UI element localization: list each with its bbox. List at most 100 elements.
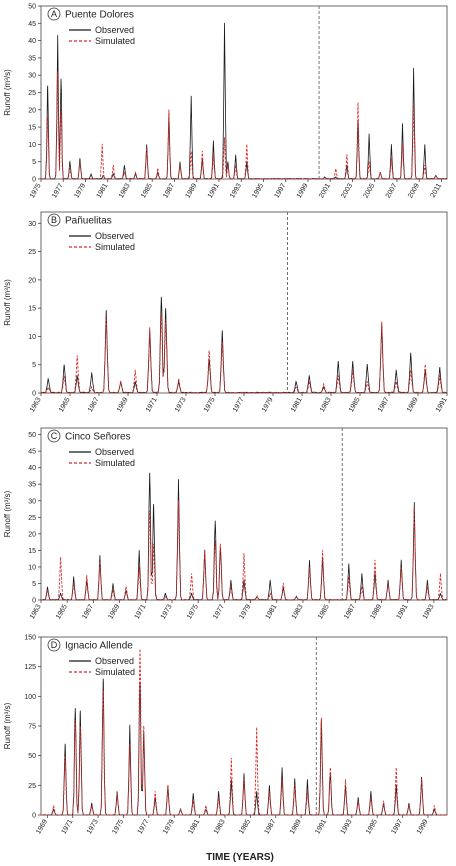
x-tick-label: 2005 — [363, 182, 377, 199]
x-tick-label: 1969 — [107, 603, 121, 620]
y-tick-label: 30 — [28, 498, 36, 505]
y-tick-label: 15 — [28, 125, 36, 132]
x-tick-label: 1983 — [213, 818, 227, 835]
x-tick-label: 1983 — [291, 603, 305, 620]
x-tick-label: 1993 — [422, 603, 436, 620]
x-tick-label: 1965 — [55, 603, 69, 620]
x-tick-label: 1989 — [289, 818, 303, 835]
x-tick-label: 1979 — [73, 182, 87, 199]
legend-observed-label: Observed — [95, 447, 134, 457]
simulated-series-line — [40, 500, 448, 601]
x-tick-label: 1971 — [61, 818, 75, 835]
x-tick-label: 1995 — [251, 182, 265, 199]
figure-xlabel: TIME (YEARS) — [206, 852, 274, 863]
x-tick-label: 1971 — [134, 603, 148, 620]
x-tick-label: 1985 — [317, 603, 331, 620]
panel-letter: A — [51, 9, 57, 19]
y-tick-label: 15 — [28, 548, 36, 555]
y-tick-label: 0 — [32, 391, 36, 398]
y-tick-label: 50 — [28, 432, 36, 439]
x-tick-label: 1977 — [232, 396, 246, 413]
y-axis-label: Runoff (m³/s) — [3, 702, 12, 749]
legend-observed-label: Observed — [95, 25, 134, 35]
panel-letter: C — [51, 431, 58, 441]
x-tick-label: 2003 — [340, 182, 354, 199]
x-tick-label: 1973 — [174, 396, 188, 413]
y-tick-label: 150 — [24, 635, 36, 642]
x-tick-label: 1969 — [35, 818, 49, 835]
x-tick-label: 1975 — [203, 396, 217, 413]
x-tick-label: 1985 — [348, 396, 362, 413]
x-tick-label: 1979 — [162, 818, 176, 835]
y-tick-label: 5 — [32, 581, 36, 588]
observed-series-line — [40, 472, 447, 601]
x-tick-label: 1965 — [58, 396, 72, 413]
x-tick-label: 1997 — [274, 182, 288, 199]
x-tick-label: 1973 — [86, 818, 100, 835]
y-tick-label: 45 — [28, 21, 36, 28]
x-tick-label: 1977 — [212, 603, 226, 620]
x-tick-label: 1995 — [365, 818, 379, 835]
y-tick-label: 30 — [28, 73, 36, 80]
panel-letter-circle — [47, 429, 61, 443]
x-tick-label: 1993 — [340, 818, 354, 835]
panel-letter: B — [51, 215, 57, 225]
y-tick-label: 20 — [28, 531, 36, 538]
simulated-series-line — [40, 71, 448, 180]
x-tick-label: 1991 — [314, 818, 328, 835]
y-axis-label: Runoff (m³/s) — [3, 490, 12, 537]
x-tick-label: 1975 — [29, 182, 43, 199]
panel-title: Pañuelitas — [65, 216, 112, 227]
y-tick-label: 125 — [24, 664, 36, 671]
x-tick-label: 1979 — [238, 603, 252, 620]
x-tick-label: 1977 — [137, 818, 151, 835]
x-tick-label: 1969 — [116, 396, 130, 413]
x-tick-label: 1981 — [187, 818, 201, 835]
x-tick-label: 1991 — [207, 182, 221, 199]
plot-frame — [40, 427, 448, 601]
x-tick-label: 1981 — [290, 396, 304, 413]
x-tick-label: 2011 — [430, 182, 444, 199]
y-tick-label: 30 — [28, 221, 36, 228]
x-tick-label: 1973 — [160, 603, 174, 620]
y-axis-label: Runoff (m³/s) — [3, 279, 12, 326]
x-tick-label: 1987 — [377, 396, 391, 413]
legend-observed-label: Observed — [95, 656, 134, 666]
y-tick-label: 25 — [28, 515, 36, 522]
panel-c: 0 5 10 15 20 25 30 35 40 45 50 1963 1965 1967 1969 1971… — [3, 427, 448, 620]
y-tick-label: 5 — [32, 159, 36, 166]
x-tick-label: 1967 — [81, 603, 95, 620]
y-tick-label: 45 — [28, 449, 36, 456]
panel-title: Puente Dolores — [65, 10, 134, 21]
y-tick-label: 0 — [32, 598, 36, 605]
legend-simulated-label: Simulated — [95, 242, 135, 252]
y-tick-label: 50 — [28, 753, 36, 760]
y-tick-label: 35 — [28, 55, 36, 62]
x-tick-label: 1985 — [140, 182, 154, 199]
panel-a: 0 5 10 15 20 25 30 35 40 45 50 1975 1977 1979 1981 1983… — [3, 4, 448, 199]
panel-letter: D — [51, 640, 58, 650]
x-tick-label: 1991 — [396, 603, 410, 620]
x-tick-label: 1983 — [118, 182, 132, 199]
y-tick-label: 15 — [28, 306, 36, 313]
x-tick-label: 1989 — [185, 182, 199, 199]
panel-letter-circle — [47, 7, 61, 21]
y-tick-label: 25 — [28, 783, 36, 790]
x-tick-label: 1989 — [406, 396, 420, 413]
panel-d: 0 25 50 75 100 125 150 1969 1971 1973 1975 1977 1979… — [3, 635, 448, 835]
legend-simulated-label: Simulated — [95, 36, 135, 46]
y-tick-label: 25 — [28, 90, 36, 97]
y-tick-label: 50 — [28, 4, 36, 11]
y-tick-label: 75 — [28, 724, 36, 731]
x-tick-label: 1987 — [264, 818, 278, 835]
observed-series-line — [40, 678, 448, 816]
y-tick-label: 10 — [28, 564, 36, 571]
y-tick-label: 100 — [24, 694, 36, 701]
panel-letter-circle — [47, 638, 61, 652]
y-tick-label: 40 — [28, 465, 36, 472]
x-tick-label: 1971 — [145, 396, 159, 413]
y-tick-label: 10 — [28, 142, 36, 149]
observed-series-line — [40, 296, 448, 394]
panel-title: Cinco Señores — [65, 432, 131, 443]
x-tick-label: 1989 — [369, 603, 383, 620]
